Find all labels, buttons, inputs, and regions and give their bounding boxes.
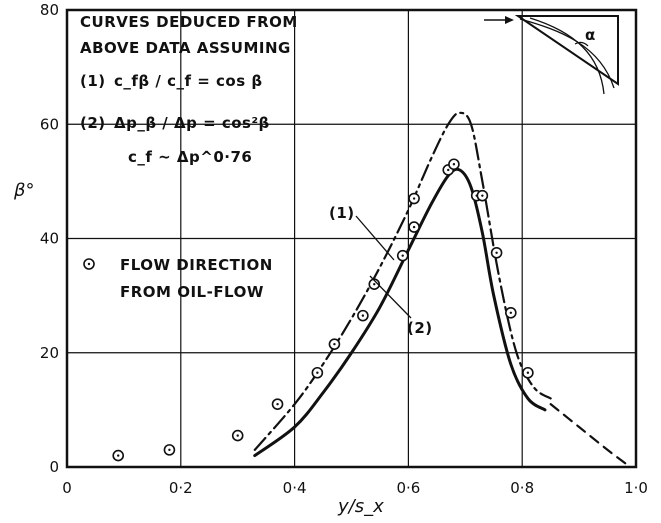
eq3-text: c_f ~ Δp^0·76 bbox=[128, 148, 252, 166]
y-axis-title: β° bbox=[13, 180, 35, 201]
y-tick-labels: 0 20 40 60 80 bbox=[40, 1, 59, 476]
data-point bbox=[112, 449, 125, 462]
legend-marker bbox=[83, 258, 95, 270]
x-tick-label: 0·2 bbox=[169, 479, 193, 497]
eq2-text: Δp_β / Δp = cos²β bbox=[114, 114, 270, 132]
eq2-number: (2) bbox=[80, 114, 106, 132]
data-point bbox=[163, 444, 176, 456]
data-point bbox=[396, 249, 409, 262]
series-layer bbox=[253, 111, 632, 469]
x-tick-label: 0·8 bbox=[510, 479, 534, 497]
data-point bbox=[408, 192, 420, 205]
x-tick-label: 1·0 bbox=[624, 479, 648, 497]
y-tick-label: 80 bbox=[40, 1, 59, 19]
x-axis-title: y/s_x bbox=[337, 496, 384, 517]
data-point bbox=[357, 309, 369, 322]
y-tick-label: 40 bbox=[40, 230, 59, 248]
inset-arrow-head bbox=[505, 16, 514, 24]
data-point bbox=[311, 366, 324, 379]
inset-angle-arc bbox=[574, 41, 589, 47]
header-line-1: CURVES DEDUCED FROM bbox=[80, 13, 298, 31]
series-line-1 bbox=[253, 111, 552, 451]
data-point bbox=[476, 189, 489, 202]
x-tick-label: 0·4 bbox=[283, 479, 307, 497]
inset-triangle bbox=[514, 15, 619, 86]
legend-line-1: FLOW DIRECTION bbox=[120, 256, 273, 274]
y-tick-label: 60 bbox=[40, 115, 59, 133]
inset-streamline-2 bbox=[529, 17, 605, 95]
y-tick-label: 20 bbox=[40, 344, 59, 362]
curve-2-leader bbox=[369, 275, 412, 319]
data-point bbox=[368, 278, 381, 291]
data-point bbox=[490, 246, 503, 259]
inset-angle-label: α bbox=[585, 26, 596, 44]
data-point bbox=[271, 398, 284, 410]
legend-marker-dot bbox=[87, 262, 91, 266]
legend-line-2: FROM OIL-FLOW bbox=[120, 283, 264, 301]
legend: FLOW DIRECTION FROM OIL-FLOW bbox=[83, 256, 273, 301]
data-point bbox=[505, 306, 517, 319]
data-point bbox=[231, 429, 244, 442]
series-line-2 bbox=[253, 167, 547, 458]
curve-1-label: (1) bbox=[329, 204, 355, 222]
curve-1-leader bbox=[355, 215, 395, 261]
eq1-text: c_fβ / c_f = cos β bbox=[114, 72, 263, 90]
eq1-number: (1) bbox=[80, 72, 106, 90]
data-point bbox=[448, 158, 460, 171]
series-line-3 bbox=[549, 403, 632, 469]
header-line-2: ABOVE DATA ASSUMING bbox=[80, 39, 291, 57]
inset-streamline-1 bbox=[519, 18, 615, 89]
y-tick-label: 0 bbox=[49, 458, 59, 476]
plot-frame bbox=[65, 8, 638, 469]
x-tick-label: 0 bbox=[62, 479, 72, 497]
data-point bbox=[328, 338, 341, 350]
data-markers bbox=[112, 158, 534, 462]
x-tick-label: 0·6 bbox=[396, 479, 420, 497]
curve-2-label: (2) bbox=[407, 319, 433, 337]
inset-diagram: α bbox=[484, 15, 619, 95]
x-tick-labels: 0 0·2 0·4 0·6 0·8 1·0 bbox=[62, 479, 648, 497]
data-point bbox=[522, 366, 534, 379]
data-point bbox=[408, 221, 420, 233]
